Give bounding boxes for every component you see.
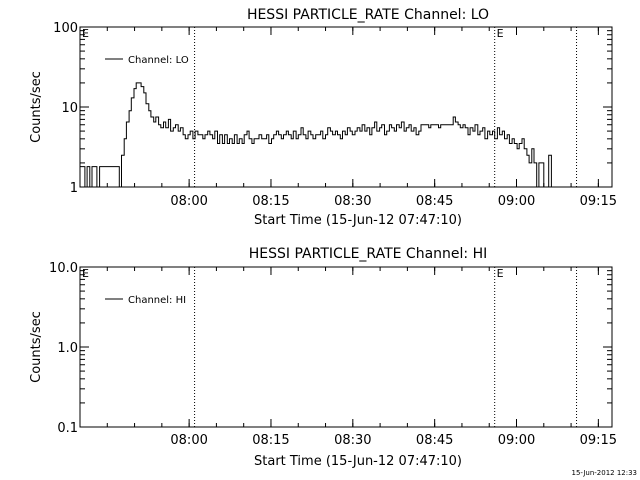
x-tick-label: 08:45 bbox=[416, 433, 453, 448]
y-tick-label: 10 bbox=[61, 101, 78, 116]
x-tick-label: 08:30 bbox=[334, 433, 371, 448]
y-tick-label: 100 bbox=[53, 21, 78, 36]
x-tick-label: 08:15 bbox=[252, 194, 289, 209]
series-line bbox=[80, 82, 552, 188]
hi-channel-chart: HESSI PARTICLE_RATE Channel: HI 0.1 1.0 10.… bbox=[29, 246, 617, 469]
x-axis-label: Start Time (15-Jun-12 07:47:10) bbox=[254, 454, 462, 469]
x-tick-label: 09:00 bbox=[498, 433, 535, 448]
y-axis-label: Counts/sec bbox=[29, 311, 44, 383]
x-tick-label: 08:00 bbox=[170, 194, 207, 209]
corner-marker-label: E bbox=[82, 27, 89, 40]
y-axis-label: Counts/sec bbox=[29, 71, 44, 143]
x-tick-label: 09:15 bbox=[580, 194, 617, 209]
x-axis-label: Start Time (15-Jun-12 07:47:10) bbox=[254, 213, 462, 228]
y-tick-label: 10.0 bbox=[49, 261, 78, 276]
x-tick-label: 09:00 bbox=[498, 194, 535, 209]
time-marker-label: E bbox=[497, 27, 504, 40]
time-marker-label: E bbox=[497, 267, 504, 280]
legend-label: Channel: LO bbox=[128, 55, 189, 66]
corner-marker-label: E bbox=[82, 267, 89, 280]
lo-channel-chart: HESSI PARTICLE_RATE Channel: LO 1 10 100 08:… bbox=[29, 7, 617, 228]
x-tick-label: 09:15 bbox=[580, 433, 617, 448]
chart-title: HESSI PARTICLE_RATE Channel: LO bbox=[247, 7, 489, 23]
x-tick-label: 08:00 bbox=[170, 433, 207, 448]
y-tick-label: 1.0 bbox=[57, 341, 78, 356]
y-tick-label: 1 bbox=[70, 181, 78, 196]
footer-timestamp: 15-Jun-2012 12:33 bbox=[572, 469, 638, 477]
chart-title: HESSI PARTICLE_RATE Channel: HI bbox=[249, 246, 487, 262]
x-tick-label: 08:15 bbox=[252, 433, 289, 448]
x-tick-label: 08:45 bbox=[416, 194, 453, 209]
y-tick-label: 0.1 bbox=[57, 421, 78, 436]
x-tick-label: 08:30 bbox=[334, 194, 371, 209]
legend-label: Channel: HI bbox=[128, 295, 186, 306]
